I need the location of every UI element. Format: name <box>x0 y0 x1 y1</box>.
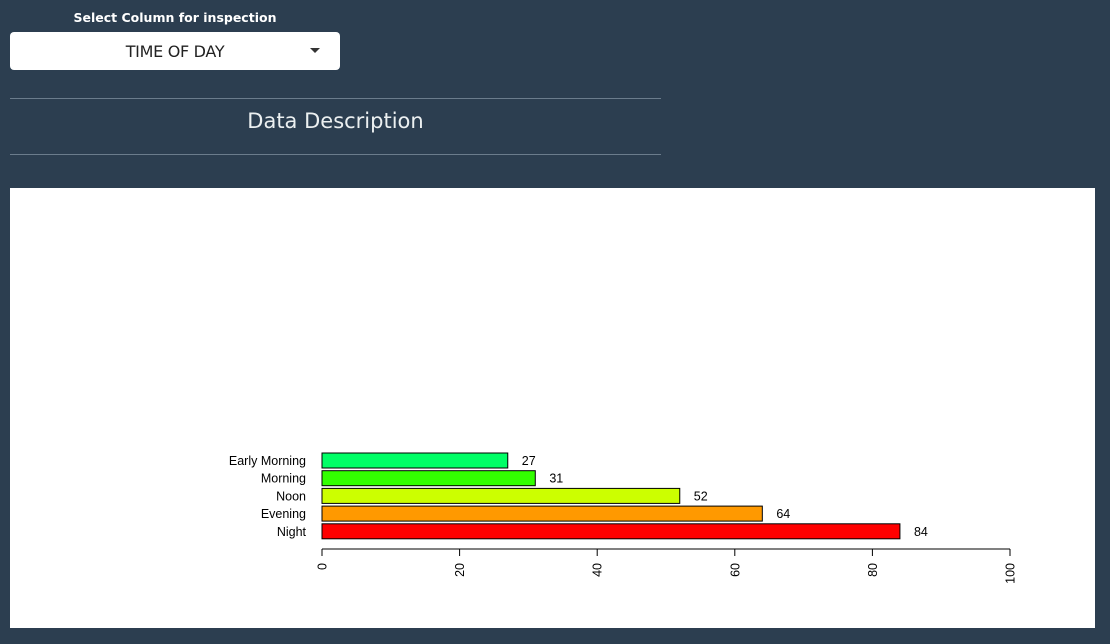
data-label: 52 <box>694 489 708 503</box>
select-label: Select Column for inspection <box>73 10 277 25</box>
bar-evening <box>321 505 763 522</box>
data-label: 84 <box>914 525 928 539</box>
x-tick-label: 100 <box>1004 563 1018 584</box>
category-label: Morning <box>261 472 306 486</box>
data-label: 27 <box>522 454 536 468</box>
bar-early-morning <box>321 452 509 469</box>
x-tick-label: 80 <box>866 563 880 577</box>
category-label: Night <box>277 525 307 539</box>
caret-down-icon[interactable] <box>310 48 320 53</box>
x-tick-label: 0 <box>316 563 330 570</box>
bar-night <box>321 523 901 540</box>
column-select[interactable]: TIME OF DAY <box>10 32 340 70</box>
plot-panel: Early Morning 27 Morning 31 Noon 52 Evening 64 N… <box>10 188 1095 628</box>
bar-chart: Early Morning 27 Morning 31 Noon 52 Evening 64 N… <box>229 452 1018 584</box>
bar-morning <box>321 470 536 487</box>
x-tick-label: 40 <box>591 563 605 577</box>
data-label: 31 <box>549 472 563 486</box>
x-tick-label: 20 <box>453 563 467 577</box>
bar-noon <box>321 487 681 504</box>
divider-bottom <box>10 154 661 155</box>
section-title: Data Description <box>247 109 424 133</box>
category-label: Evening <box>261 507 306 521</box>
x-tick-label: 60 <box>728 563 742 577</box>
category-label: Early Morning <box>229 454 306 468</box>
divider-top <box>10 98 661 99</box>
select-value: TIME OF DAY <box>125 41 225 61</box>
category-label: Noon <box>276 489 306 503</box>
data-label: 64 <box>776 507 790 521</box>
